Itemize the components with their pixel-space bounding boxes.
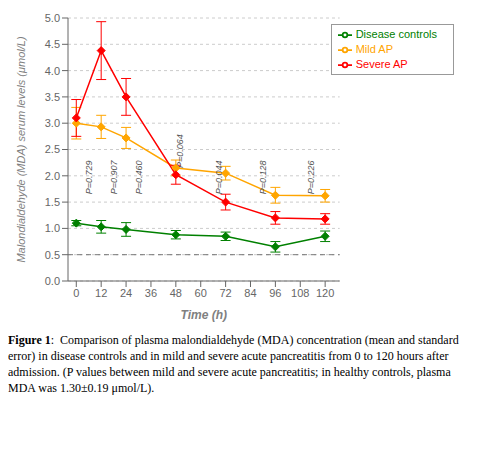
svg-text:1.5: 1.5 (45, 196, 60, 208)
svg-text:4.0: 4.0 (45, 65, 60, 77)
svg-text:120: 120 (316, 287, 334, 299)
svg-text:P=0.907: P=0.907 (109, 159, 119, 194)
svg-text:96: 96 (269, 287, 281, 299)
svg-text:P=0.226: P=0.226 (306, 160, 316, 194)
svg-text:12: 12 (95, 287, 107, 299)
svg-text:4.5: 4.5 (45, 38, 60, 50)
svg-text:2.0: 2.0 (45, 170, 60, 182)
svg-text:60: 60 (195, 287, 207, 299)
svg-text:24: 24 (120, 287, 132, 299)
svg-text:72: 72 (219, 287, 231, 299)
svg-text:P=0.044: P=0.044 (214, 160, 224, 194)
svg-text:Malondialdehyde (MDA) serum le: Malondialdehyde (MDA) serum levels (μmol… (15, 36, 27, 262)
svg-text:84: 84 (244, 287, 256, 299)
html-text:Figure 1: Comparison of plasma: Figure 1: Comparison of plasma malondial… (8, 333, 462, 395)
svg-text:5.0: 5.0 (45, 12, 60, 24)
svg-text:36: 36 (145, 287, 157, 299)
svg-text:1.0: 1.0 (45, 222, 60, 234)
svg-text:P=0.729: P=0.729 (84, 160, 94, 194)
svg-text:3.5: 3.5 (45, 91, 60, 103)
svg-text:Time (h): Time (h) (181, 308, 227, 322)
svg-text:108: 108 (291, 287, 309, 299)
svg-text:3.0: 3.0 (45, 117, 60, 129)
svg-text:0.5: 0.5 (45, 249, 60, 261)
html-text:Disease controls: Disease controls (355, 28, 437, 40)
svg-text:P=0.064: P=0.064 (175, 134, 185, 168)
svg-text:P=0.460: P=0.460 (134, 160, 144, 194)
svg-text:P=0.128: P=0.128 (258, 160, 268, 194)
html-text:Mild AP: Mild AP (355, 43, 393, 56)
svg-text:2.5: 2.5 (45, 143, 60, 155)
html-text:Severe AP: Severe AP (355, 58, 408, 71)
svg-text:48: 48 (170, 287, 182, 299)
svg-text:0: 0 (73, 287, 79, 299)
svg-text:0.0: 0.0 (45, 275, 60, 287)
